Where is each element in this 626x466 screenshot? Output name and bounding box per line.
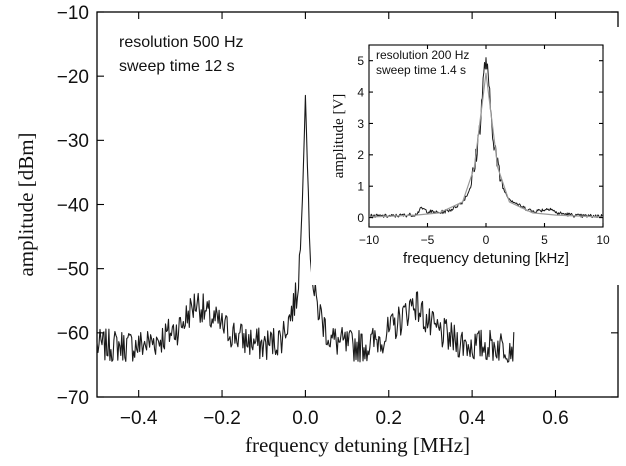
y-tick-label: −60	[57, 324, 89, 345]
main-y-axis-label: amplitude [dBm]	[14, 132, 38, 276]
y-tick-label: −70	[57, 388, 89, 409]
inset-x-ticks: −10 −5 0 5 10	[359, 45, 610, 247]
inset-annotation-sweep-time: sweep time 1.4 s	[376, 63, 466, 77]
y-tick-label: 4	[357, 85, 364, 99]
x-tick-label: 0.6	[542, 408, 568, 429]
inset-y-axis-label: amplitude [V]	[331, 94, 347, 179]
y-tick-label: 2	[357, 148, 364, 162]
x-tick-label: −0.4	[120, 408, 158, 429]
main-chart: −0.4 −0.2 0.0 0.2 0.4 0.6 −70−60−50−40−30−20−…	[14, 3, 619, 457]
x-tick-label: 5	[541, 233, 548, 247]
inset-annotation-resolution: resolution 200 Hz	[376, 48, 469, 62]
main-x-ticks: −0.4 −0.2 0.0 0.2 0.4 0.6	[120, 12, 569, 429]
x-tick-label: 0.2	[376, 408, 402, 429]
y-tick-label: −30	[57, 131, 89, 152]
x-tick-label: 10	[596, 233, 610, 247]
series-line-1-1	[368, 72, 604, 218]
y-tick-label: 3	[357, 117, 364, 131]
y-tick-label: 5	[357, 54, 364, 68]
inset-series-group	[368, 57, 604, 219]
main-annotation-resolution: resolution 500 Hz	[119, 34, 244, 51]
main-y-ticks: −70−60−50−40−30−20−10	[57, 3, 618, 409]
y-tick-label: −10	[57, 3, 89, 24]
y-tick-label: −20	[57, 67, 89, 88]
main-series-group	[96, 94, 515, 363]
main-x-axis-label: frequency detuning [MHz]	[245, 433, 470, 457]
x-tick-label: 0	[483, 233, 490, 247]
y-tick-label: −40	[57, 195, 89, 216]
main-annotation-sweep-time: sweep time 12 s	[119, 58, 235, 75]
y-tick-label: −50	[57, 260, 89, 281]
x-tick-label: 0.4	[459, 408, 486, 429]
x-tick-label: −0.2	[203, 408, 241, 429]
y-tick-label: 1	[357, 180, 364, 194]
inset-background	[311, 27, 619, 285]
series-line-0-0	[96, 94, 515, 363]
y-tick-label: 0	[357, 211, 364, 225]
inset-y-ticks: 0 1 2 3 4 5	[357, 54, 603, 225]
inset-chart: −10 −5 0 5 10 0 1 2 3 4 5 frequency detuning [kHz…	[311, 27, 619, 285]
x-tick-label: −10	[359, 233, 380, 247]
x-tick-label: 0.0	[292, 408, 318, 429]
x-tick-label: −5	[421, 233, 435, 247]
inset-x-axis-label: frequency detuning [kHz]	[403, 250, 569, 267]
